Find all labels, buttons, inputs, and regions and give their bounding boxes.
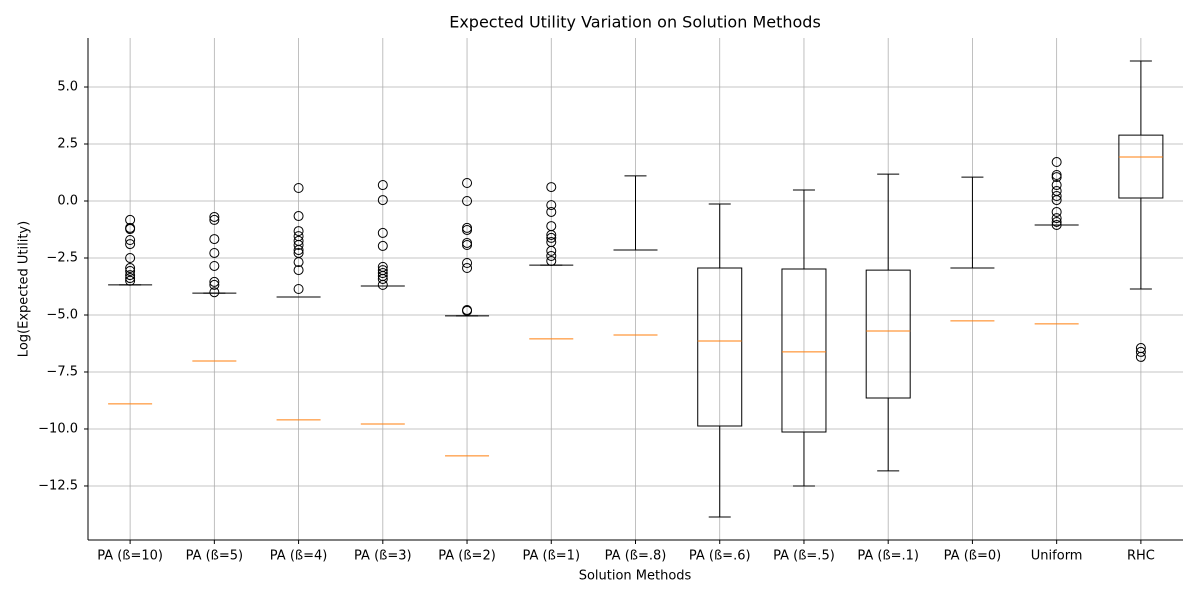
x-tick-label: PA (ß=0)	[944, 549, 1002, 564]
flier	[1051, 216, 1062, 227]
flier	[377, 273, 388, 284]
x-tick-label: PA (ß=2)	[438, 549, 496, 564]
flier	[462, 305, 473, 316]
flier	[1051, 219, 1062, 230]
flier	[125, 252, 136, 263]
flier	[377, 180, 388, 191]
flier	[293, 226, 304, 237]
flier	[546, 232, 557, 243]
flier	[462, 224, 473, 235]
x-axis-label: Solution Methods	[579, 569, 692, 584]
flier	[546, 255, 557, 266]
flier	[125, 263, 136, 274]
flier	[209, 279, 220, 290]
x-tick-label: PA (ß=.6)	[689, 549, 751, 564]
y-tick-label: −5.0	[46, 307, 78, 322]
flier	[209, 247, 220, 258]
flier	[462, 240, 473, 251]
flier	[209, 214, 220, 225]
flier	[377, 279, 388, 290]
flier	[546, 245, 557, 256]
chart-title: Expected Utility Variation on Solution M…	[449, 13, 821, 32]
flier	[546, 200, 557, 211]
x-tick-label: PA (ß=1)	[523, 549, 581, 564]
x-tick-label: Uniform	[1031, 549, 1083, 564]
flier	[209, 211, 220, 222]
y-axis-label: Log(Expected Utility)	[17, 221, 32, 357]
flier	[125, 234, 136, 245]
flier	[125, 270, 136, 281]
flier	[546, 182, 557, 193]
flier	[377, 240, 388, 251]
flier	[462, 177, 473, 188]
flier	[462, 258, 473, 269]
box	[781, 268, 827, 433]
flier	[1051, 213, 1062, 224]
flier	[293, 211, 304, 222]
flier	[1135, 351, 1146, 362]
flier	[1051, 157, 1062, 168]
box	[697, 267, 743, 427]
x-tick-label: PA (ß=.1)	[857, 549, 919, 564]
flier	[546, 206, 557, 217]
y-tick-label: 5.0	[57, 80, 78, 95]
flier	[209, 276, 220, 287]
flier	[293, 257, 304, 268]
y-tick-label: 2.5	[57, 137, 78, 152]
box	[865, 269, 911, 399]
flier	[125, 273, 136, 284]
flier	[546, 229, 557, 240]
y-tick-label: −2.5	[46, 250, 78, 265]
flier	[293, 240, 304, 251]
flier	[1051, 180, 1062, 191]
flier	[209, 287, 220, 298]
box	[1118, 134, 1164, 199]
flier	[377, 227, 388, 238]
y-tick-label: 0.0	[57, 194, 78, 209]
flier	[462, 196, 473, 207]
flier	[125, 239, 136, 250]
flier	[1051, 172, 1062, 183]
flier	[1135, 346, 1146, 357]
flier	[1051, 190, 1062, 201]
flier	[293, 284, 304, 294]
flier	[377, 195, 388, 206]
flier	[546, 250, 557, 261]
flier	[209, 234, 220, 245]
x-tick-label: PA (ß=10)	[97, 549, 163, 564]
flier	[1051, 195, 1062, 206]
flier	[377, 268, 388, 279]
flier	[293, 245, 304, 256]
x-tick-label: PA (ß=4)	[270, 549, 328, 564]
flier	[209, 260, 220, 271]
flier	[293, 265, 304, 276]
flier	[462, 263, 473, 274]
flier	[125, 224, 136, 235]
y-tick-label: −7.5	[46, 364, 78, 379]
x-tick-label: PA (ß=3)	[354, 549, 412, 564]
x-tick-label: PA (ß=5)	[186, 549, 244, 564]
y-tick-label: −10.0	[38, 421, 78, 436]
x-tick-label: PA (ß=.5)	[773, 549, 835, 564]
x-tick-label: RHC	[1127, 549, 1155, 564]
flier	[125, 275, 136, 286]
x-tick-label: PA (ß=.8)	[605, 549, 667, 564]
flier	[1051, 206, 1062, 217]
flier	[125, 265, 136, 276]
y-tick-label: −12.5	[38, 478, 78, 493]
flier	[293, 183, 304, 194]
